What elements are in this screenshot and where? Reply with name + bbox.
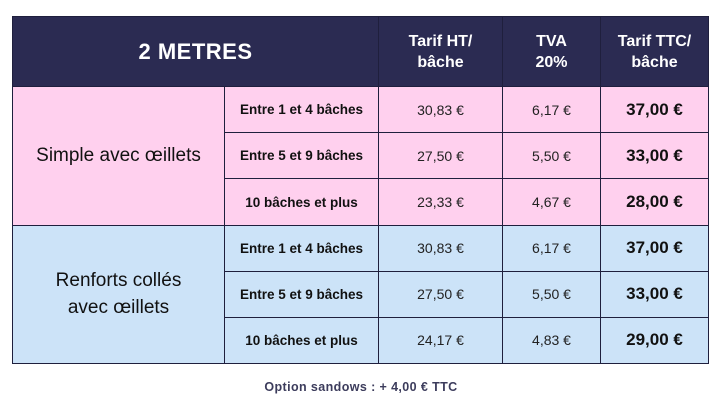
table-row: Entre 5 et 9 bâches 27,50 € 5,50 € 33,00… xyxy=(13,132,709,180)
table-row: 10 bâches et plus 23,33 € 4,67 € 28,00 € xyxy=(13,178,709,226)
price-ht-cell: 24,17 € xyxy=(378,316,503,365)
table-row: Renforts collés avec œillets Entre 1 et 4… xyxy=(12,224,709,365)
price-ht-cell: 30,83 € xyxy=(378,86,503,134)
header-tarif-ttc: Tarif TTC/bâche xyxy=(600,15,709,88)
range-cell: 10 bâches et plus xyxy=(224,316,379,365)
tva-cell: 5,50 € xyxy=(502,132,601,180)
table-title: 2 METRES xyxy=(12,15,379,88)
range-cell: Entre 5 et 9 bâches xyxy=(224,132,379,180)
price-ttc-cell: 37,00 € xyxy=(600,224,709,272)
table-row: Entre 5 et 9 bâches 27,50 € 5,50 € 33,00… xyxy=(13,270,709,318)
header-tva: TVA 20% xyxy=(502,15,601,88)
price-ht-cell: 27,50 € xyxy=(378,270,503,318)
price-ttc-cell: 33,00 € xyxy=(600,270,709,318)
group-label-simple: Simple avec œillets xyxy=(12,86,225,226)
range-cell: Entre 5 et 9 bâches xyxy=(224,270,379,318)
header-row: 2 METRES Tarif HT/bâche TVA 20% Tarif TTC… xyxy=(12,15,709,88)
price-ht-cell: 27,50 € xyxy=(378,132,503,180)
range-cell: Entre 1 et 4 bâches xyxy=(224,224,379,272)
header-tarif-ht: Tarif HT/bâche xyxy=(378,15,503,88)
tva-cell: 4,83 € xyxy=(502,316,601,365)
range-cell: 10 bâches et plus xyxy=(224,178,379,226)
tva-cell: 4,67 € xyxy=(502,178,601,226)
tva-cell: 5,50 € xyxy=(502,270,601,318)
price-ht-cell: 23,33 € xyxy=(378,178,503,226)
table-row: 10 bâches et plus 24,17 € 4,83 € 29,00 € xyxy=(13,316,709,365)
table-row: Simple avec œillets Entre 1 et 4 bâches … xyxy=(12,86,709,226)
price-ttc-cell: 29,00 € xyxy=(600,316,709,365)
price-ttc-cell: 37,00 € xyxy=(600,86,709,134)
price-ttc-cell: 28,00 € xyxy=(600,178,709,226)
range-cell: Entre 1 et 4 bâches xyxy=(224,86,379,134)
tva-cell: 6,17 € xyxy=(502,224,601,272)
tva-cell: 6,17 € xyxy=(502,86,601,134)
group-label-renforts: Renforts collés avec œillets xyxy=(12,224,225,365)
footnote-sandows-option: Option sandows : + 4,00 € TTC xyxy=(264,380,458,394)
price-ht-cell: 30,83 € xyxy=(378,224,503,272)
price-ttc-cell: 33,00 € xyxy=(600,132,709,180)
price-table: 2 METRES Tarif HT/bâche TVA 20% Tarif TTC… xyxy=(12,15,709,365)
